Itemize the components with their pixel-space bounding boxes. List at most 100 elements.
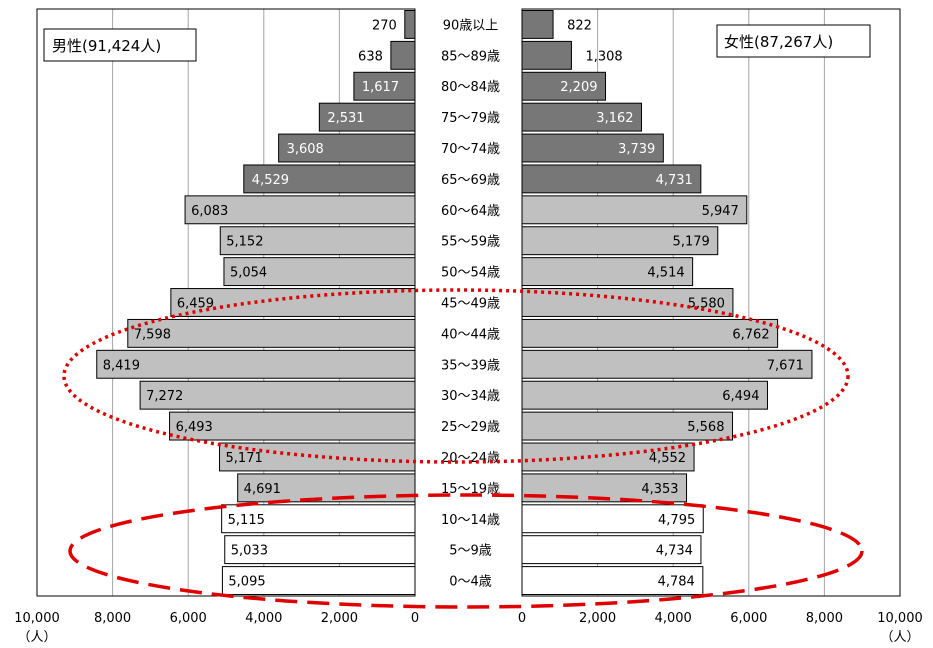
bar-female: [521, 71, 607, 101]
value-label-female: 4,353: [641, 482, 678, 497]
tick-label-left: 0: [411, 611, 419, 626]
bar-female: [521, 411, 733, 441]
tick-label-right: 6,000: [730, 611, 767, 626]
value-label-male: 5,115: [228, 513, 265, 528]
child-age-highlight-ellipse: [68, 493, 864, 609]
unit-label-left: （人）: [17, 630, 56, 645]
value-label-male: 6,493: [176, 420, 213, 435]
legend-female-box: [716, 24, 871, 58]
bar-female: [521, 102, 643, 132]
tick-label-left: 2,000: [321, 611, 358, 626]
value-label-male: 5,095: [228, 575, 265, 590]
value-label-male: 5,171: [226, 451, 263, 466]
value-label-male: 3,608: [287, 142, 324, 157]
value-label-male: 7,272: [146, 389, 183, 404]
age-category-label: 5～9歳: [449, 544, 492, 559]
bar-male: [169, 411, 416, 441]
value-label-male: 7,598: [134, 327, 171, 342]
axis-ticks: 10,000 0 8,000 2,000 6,000 4,000 4,000 6,000 2,0…: [14, 611, 923, 645]
value-label-female: 1,308: [585, 49, 622, 64]
age-category-label: 0～4歳: [449, 575, 492, 590]
bar-female: [521, 133, 664, 163]
value-label-female: 822: [567, 18, 592, 33]
bar-female: [521, 226, 719, 256]
tick-label-right: 10,000: [877, 611, 923, 626]
value-label-female: 4,734: [656, 544, 693, 559]
value-label-male: 2,531: [327, 111, 364, 126]
age-category-label: 65～69歳: [441, 173, 500, 188]
legend-male: 男性(91,424人): [52, 37, 161, 55]
bar-male: [221, 566, 416, 596]
age-category-label: 30～34歳: [441, 389, 500, 404]
age-category-label: 80～84歳: [441, 80, 500, 95]
tick-label-left: 6,000: [170, 611, 207, 626]
value-label-female: 4,784: [658, 575, 695, 590]
value-label-male: 4,691: [244, 482, 281, 497]
bar-female: [521, 10, 554, 39]
bar-male: [278, 133, 416, 163]
bar-male: [224, 535, 416, 565]
value-label-female: 5,568: [687, 420, 724, 435]
bar-male: [139, 380, 416, 410]
unit-label-right: （人）: [880, 630, 919, 645]
age-category-label: 70～74歳: [441, 142, 500, 157]
value-label-male: 8,419: [103, 358, 140, 373]
bar-female: [521, 195, 748, 225]
bar-male: [353, 71, 416, 101]
value-label-female: 6,494: [722, 389, 759, 404]
tick-label-left: 4,000: [245, 611, 282, 626]
bar-male: [184, 195, 416, 225]
value-label-female: 3,162: [596, 111, 633, 126]
bar-male: [219, 226, 416, 256]
value-label-male: 5,152: [226, 235, 263, 250]
bars: 270 822 638 1,308 1,617 2,209 2,531 3,162 3,608 3…: [96, 10, 813, 596]
tick-label-right: 8,000: [806, 611, 843, 626]
working-age-highlight-ellipse: [62, 288, 850, 464]
bar-male: [404, 10, 416, 39]
value-label-female: 4,795: [658, 513, 695, 528]
category-labels: 90歳以上 85～89歳 80～84歳 75～79歳 70～74歳 65～69歳 60～64…: [441, 18, 500, 589]
age-category-label: 90歳以上: [443, 18, 499, 33]
age-category-label: 10～14歳: [441, 513, 500, 528]
value-label-male: 1,617: [362, 80, 399, 95]
legend-male-box: [43, 28, 197, 62]
bar-male: [223, 257, 416, 287]
highlight-ellipses: [62, 288, 864, 609]
tick-label-left: 8,000: [94, 611, 131, 626]
age-category-label: 50～54歳: [441, 266, 500, 281]
value-label-male: 638: [358, 49, 383, 64]
age-category-label: 40～44歳: [441, 327, 500, 342]
legend-female: 女性(87,267人): [724, 33, 833, 51]
tick-label-left: 10,000: [14, 611, 60, 626]
age-category-label: 15～19歳: [441, 482, 500, 497]
value-label-female: 4,552: [649, 451, 686, 466]
age-category-label: 60～64歳: [441, 204, 500, 219]
age-category-label: 75～79歳: [441, 111, 500, 126]
value-label-female: 5,580: [688, 297, 725, 312]
value-label-male: 270: [372, 18, 397, 33]
value-label-female: 7,671: [767, 358, 804, 373]
bar-male: [96, 349, 416, 379]
value-label-female: 5,947: [702, 204, 739, 219]
value-label-female: 4,514: [647, 266, 684, 281]
bar-female: [521, 164, 702, 194]
value-label-male: 6,083: [191, 204, 228, 219]
bar-female: [521, 40, 572, 70]
value-label-female: 6,762: [732, 327, 769, 342]
value-label-female: 2,209: [560, 80, 597, 95]
tick-label-right: 4,000: [655, 611, 692, 626]
bar-male: [390, 40, 416, 70]
bar-male: [221, 504, 416, 534]
value-label-female: 3,739: [618, 142, 655, 157]
legend: 男性(91,424人) 女性(87,267人): [43, 24, 871, 62]
tick-label-right: 0: [518, 611, 526, 626]
value-label-male: 5,033: [231, 544, 268, 559]
bar-male: [219, 442, 416, 472]
value-label-male: 5,054: [230, 266, 267, 281]
age-category-label: 35～39歳: [441, 358, 500, 373]
age-category-label: 85～89歳: [441, 49, 500, 64]
bar-female: [521, 257, 694, 287]
age-category-label: 25～29歳: [441, 420, 500, 435]
bar-female: [521, 566, 704, 596]
